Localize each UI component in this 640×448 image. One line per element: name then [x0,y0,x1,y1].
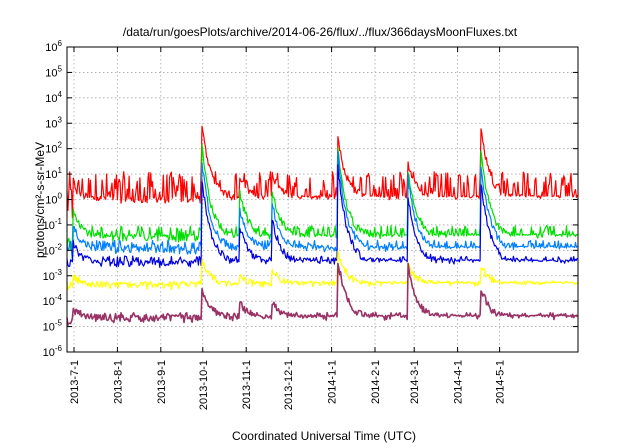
flux-series-0 [66,125,578,219]
x-tick-label: 2014-1-1 [327,360,339,404]
x-tick-label: 2014-5-1 [495,360,507,404]
grid-lines [67,46,578,353]
y-axis: 10-6 10-5 10-4 10-3 10-2 10-1 100 101 102 103 104 1… [43,39,578,359]
y-tick-label: 106 [45,39,62,54]
y-tick-label: 10-4 [43,293,63,308]
x-tick-label: 2014-3-1 [409,360,421,404]
flux-series-2 [66,151,578,261]
x-tick-label: 2014-4-1 [453,360,465,404]
flux-series-5 [66,262,578,326]
y-axis-label: protons/cm²-s-sr-MeV [33,142,47,258]
x-tick-label: 2013-12-1 [283,360,295,410]
chart-title: /data/run/goesPlots/archive/2014-06-26/f… [123,25,518,39]
y-tick-label: 10-6 [43,344,63,359]
y-tick-label: 105 [45,64,62,79]
x-tick-label: 2013-8-1 [112,360,124,404]
x-axis-label: Coordinated Universal Time (UTC) [232,429,416,443]
x-tick-label: 2013-7-1 [69,360,81,404]
flux-series-1 [66,144,578,251]
y-tick-label: 103 [45,115,62,130]
y-tick-label: 10-5 [43,319,63,334]
x-axis: 2013-7-1 2013-8-1 2013-9-1 2013-10-1 2013-11… [69,47,507,410]
y-tick-label: 10-2 [43,242,63,257]
x-tick-label: 2013-11-1 [241,360,253,409]
flux-series-3 [66,164,578,268]
y-tick-label: 102 [45,141,62,156]
y-tick-label: 10-1 [43,217,63,232]
x-tick-label: 2014-2-1 [370,360,382,404]
x-tick-label: 2013-9-1 [156,360,168,404]
flux-series-4 [66,250,578,291]
y-tick-label: 104 [45,90,62,105]
series-group [66,125,578,326]
x-tick-label: 2013-10-1 [198,360,210,410]
y-tick-label: 10-3 [43,268,63,283]
y-tick-label: 100 [45,192,62,207]
y-tick-label: 101 [45,166,62,181]
